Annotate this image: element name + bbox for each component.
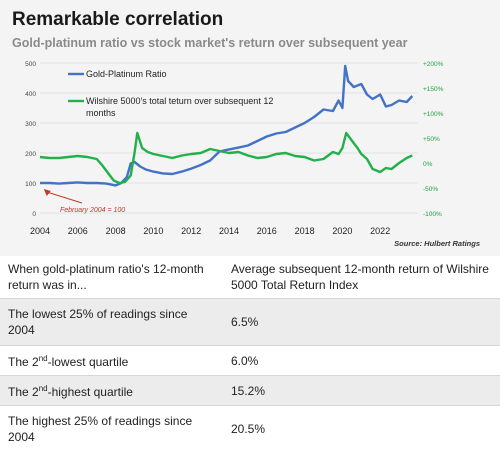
x-tick-label: 2006 [68, 226, 88, 236]
table-row: The 2nd-lowest quartile 6.0% [0, 346, 500, 376]
table-row: The highest 25% of readings since 2004 2… [0, 406, 500, 452]
legend-label-wilshire-line2: months [86, 108, 116, 118]
y-left-tick-label: 400 [25, 91, 36, 98]
x-tick-label: 2014 [219, 226, 239, 236]
y-left-tick-label: 200 [25, 151, 36, 158]
y-right-tick-label: 0% [423, 161, 433, 168]
table-row: The lowest 25% of readings since 2004 6.… [0, 299, 500, 346]
y-left-tick-label: 0 [32, 211, 36, 218]
table-row: The 2nd-highest quartile 15.2% [0, 376, 500, 406]
row-value: 15.2% [223, 376, 500, 406]
annotation-arrow [47, 192, 82, 203]
y-left-tick-label: 300 [25, 121, 36, 128]
y-right-tick-label: +50% [423, 136, 440, 143]
row-label: The highest 25% of readings since 2004 [0, 406, 223, 452]
table-header-return: Average subsequent 12-month return of Wi… [223, 256, 500, 299]
chart-panel: Remarkable correlation Gold-platinum rat… [0, 0, 500, 256]
x-tick-label: 2020 [332, 226, 352, 236]
row-label: The 2nd-highest quartile [0, 376, 223, 406]
x-tick-label: 2010 [143, 226, 163, 236]
x-tick-label: 2004 [30, 226, 50, 236]
y-right-tick-label: +100% [423, 111, 444, 118]
y-right-tick-label: -50% [423, 186, 438, 193]
table-header-ratio: When gold-platinum ratio's 12-month retu… [0, 256, 223, 299]
x-tick-label: 2018 [295, 226, 315, 236]
chart-source: Source: Hulbert Ratings [394, 239, 480, 248]
annotation: February 2004 = 100 Source: Hulbert Ratin… [44, 189, 480, 248]
row-label: The 2nd-lowest quartile [0, 346, 223, 376]
legend: Gold-Platinum Ratio Wilshire 5000's total… [68, 69, 273, 118]
row-label: The lowest 25% of readings since 2004 [0, 299, 223, 346]
x-tick-label: 2008 [106, 226, 126, 236]
quartile-table: When gold-platinum ratio's 12-month retu… [0, 256, 500, 452]
legend-label-gold-platinum: Gold-Platinum Ratio [86, 69, 167, 79]
row-value: 6.5% [223, 299, 500, 346]
x-tick-label: 2022 [370, 226, 390, 236]
legend-label-wilshire-line1: Wilshire 5000's total teturn over subseq… [86, 96, 273, 106]
y-left-tick-label: 500 [25, 61, 36, 68]
annotation-label: February 2004 = 100 [60, 207, 125, 214]
x-tick-label: 2016 [257, 226, 277, 236]
x-tick-label: 2012 [181, 226, 201, 236]
row-value: 6.0% [223, 346, 500, 376]
y-right-tick-label: +150% [423, 86, 444, 93]
y-left-tick-label: 100 [25, 181, 36, 188]
y-right-tick-label: -100% [423, 211, 442, 218]
y-right-tick-label: +200% [423, 61, 444, 68]
row-value: 20.5% [223, 406, 500, 452]
series-line-gold-platinum [40, 66, 412, 185]
table-header-row: When gold-platinum ratio's 12-month retu… [0, 256, 500, 299]
series-line-wilshire [40, 133, 412, 183]
line-chart: 0 100 200 300 400 500 -100% -50% 0% +50% +100% +150… [0, 0, 500, 256]
series-lines [40, 66, 412, 185]
